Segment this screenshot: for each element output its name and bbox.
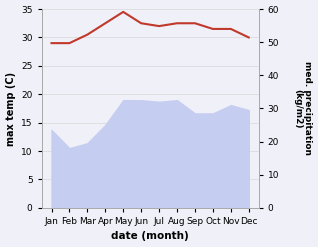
Y-axis label: med. precipitation
(kg/m2): med. precipitation (kg/m2): [293, 62, 313, 155]
X-axis label: date (month): date (month): [111, 231, 189, 242]
Y-axis label: max temp (C): max temp (C): [5, 71, 16, 145]
